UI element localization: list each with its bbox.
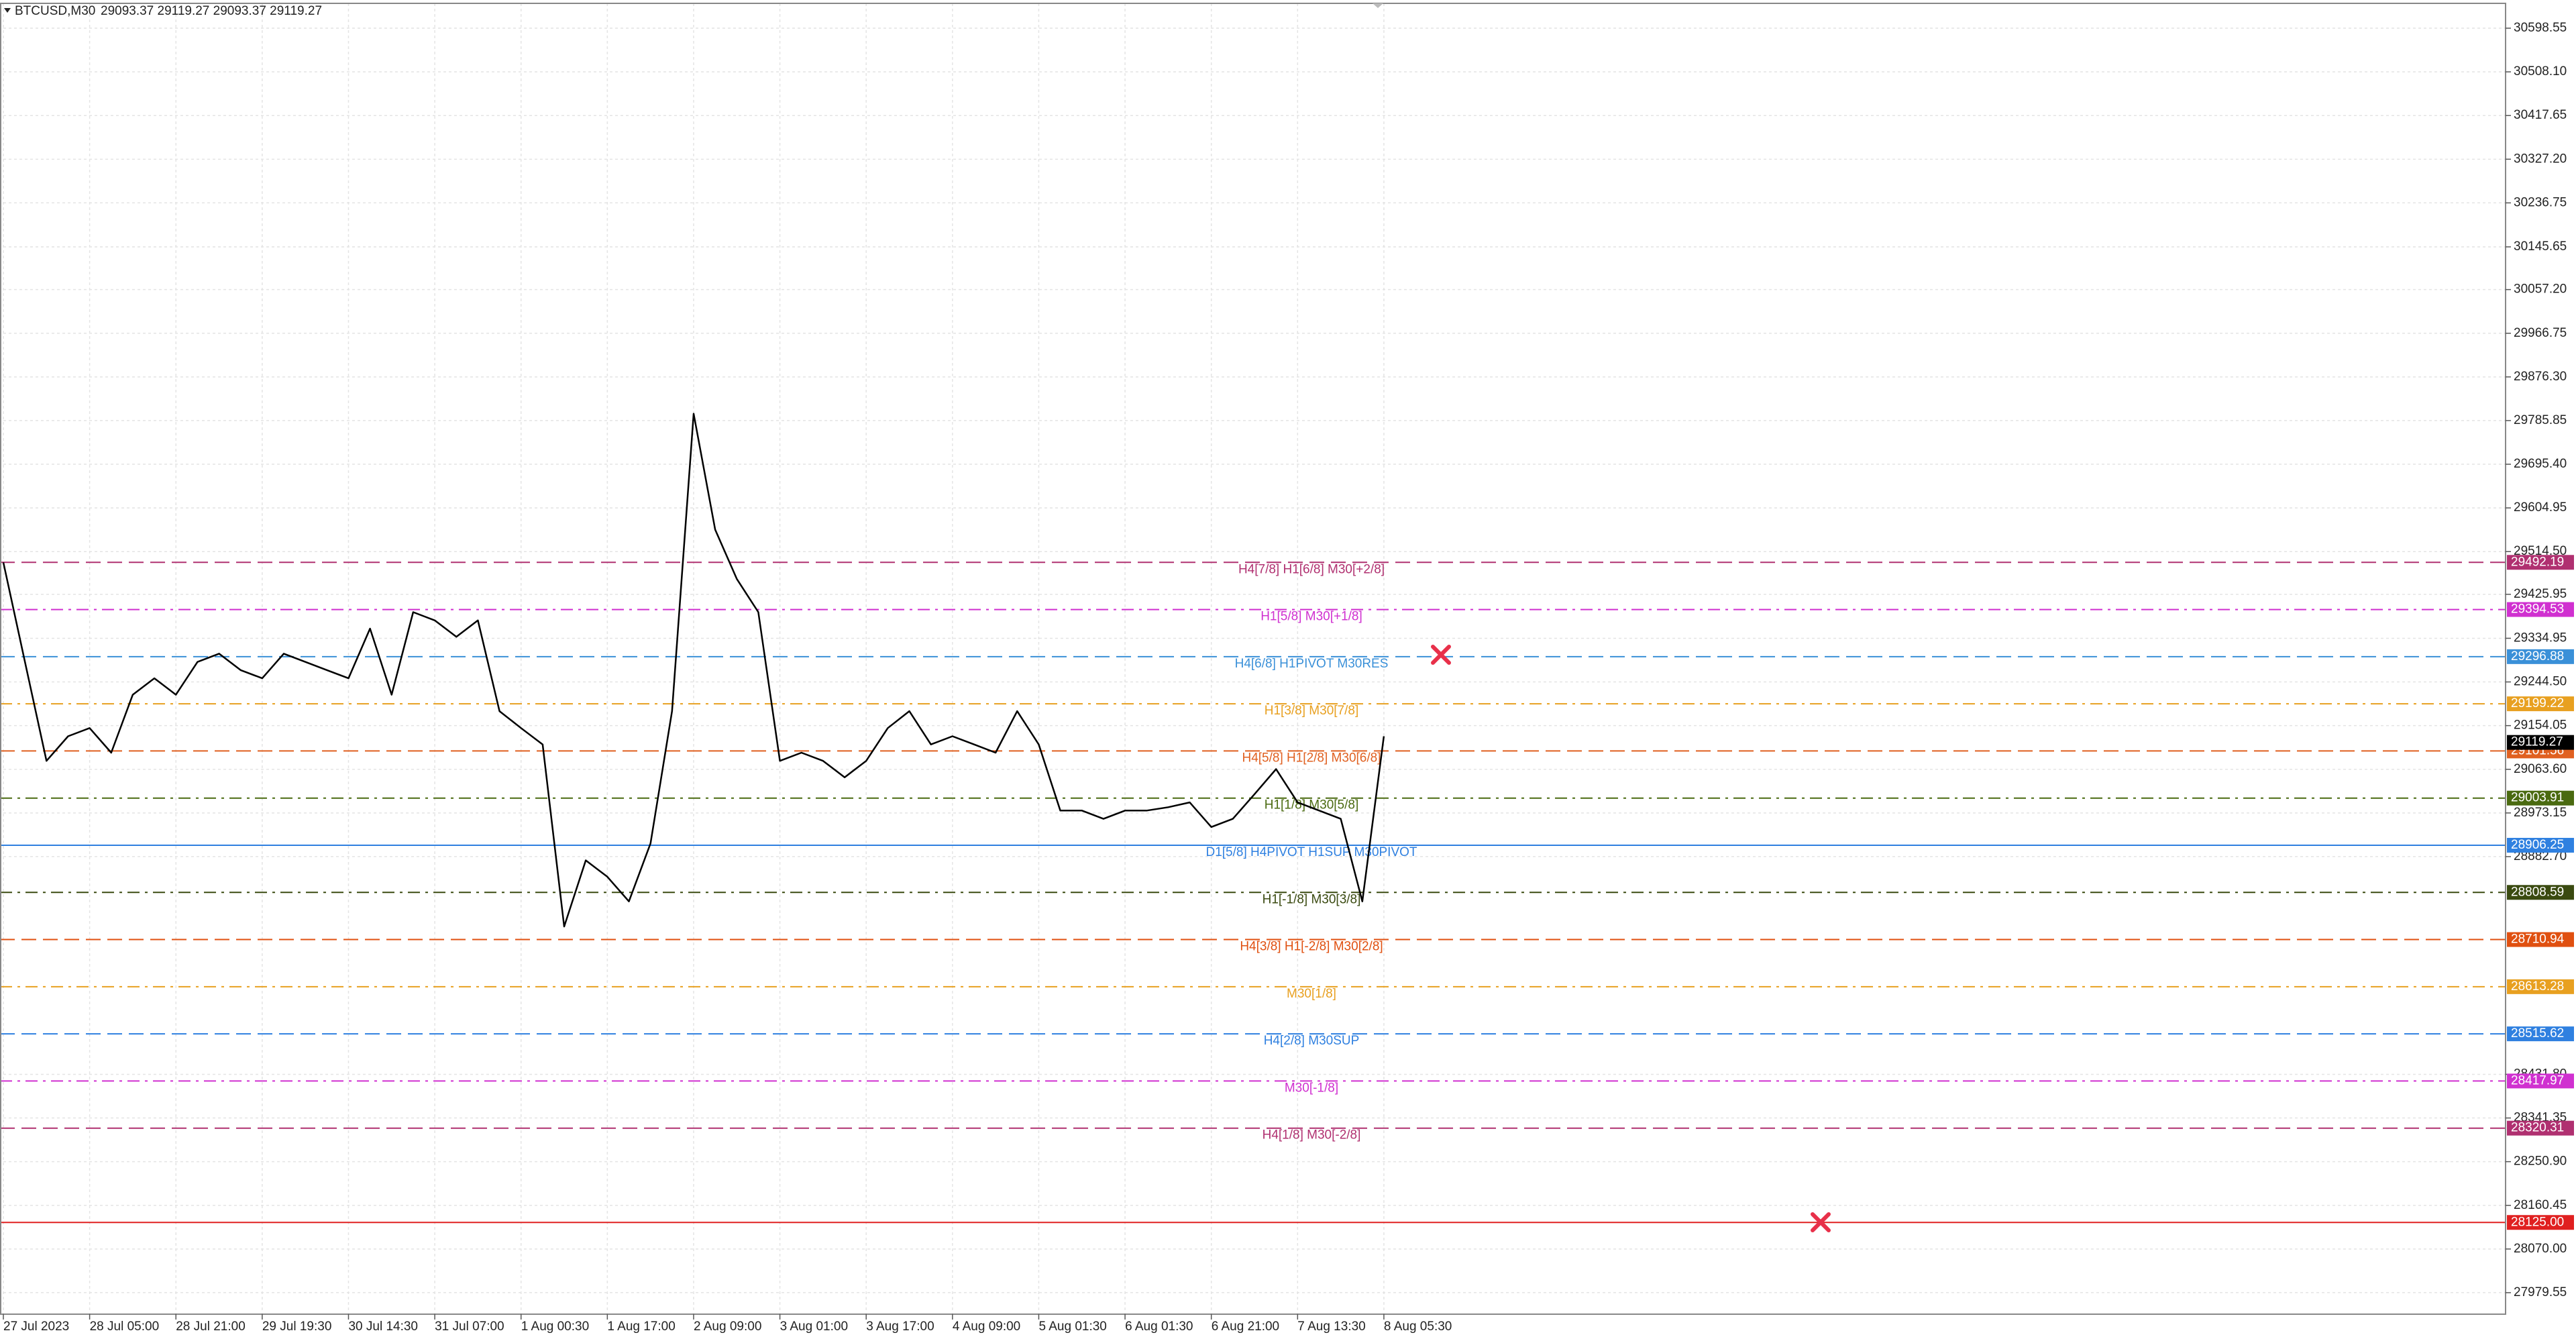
x-tick-label: 6 Aug 21:00 (1212, 1320, 1279, 1334)
x-tick-label: 4 Aug 09:00 (953, 1320, 1020, 1334)
y-tick-label: 29785.85 (2514, 413, 2567, 427)
y-tick-label: 28160.45 (2514, 1198, 2567, 1212)
x-tick-label: 8 Aug 05:30 (1384, 1320, 1452, 1334)
y-tick-label: 28882.70 (2514, 849, 2567, 863)
y-tick-label: 29876.30 (2514, 370, 2567, 384)
menu-arrow (4, 8, 11, 13)
x-tick-label: 3 Aug 01:00 (780, 1320, 848, 1334)
x-tick-label: 6 Aug 01:30 (1125, 1320, 1193, 1334)
level-label: D1[5/8] H4PIVOT H1SUP M30PIVOT (1205, 845, 1417, 859)
y-tick-label: 30508.10 (2514, 64, 2567, 78)
price-box (2507, 885, 2574, 900)
level-label: H1[5/8] M30[+1/8] (1260, 610, 1362, 624)
level-label: H4[6/8] H1PIVOT M30RES (1235, 657, 1389, 671)
price-box-label: 28808.59 (2511, 885, 2564, 899)
grid (3, 3, 2506, 1314)
price-box-label: 29296.88 (2511, 649, 2564, 663)
x-tick-label: 29 Jul 19:30 (262, 1320, 332, 1334)
x-tick-label: 31 Jul 07:00 (435, 1320, 504, 1334)
price-box (2507, 979, 2574, 994)
plot-frame (0, 3, 2506, 1315)
x-tick-label: 5 Aug 01:30 (1038, 1320, 1106, 1334)
x-tick-label: 7 Aug 13:30 (1297, 1320, 1365, 1334)
level-label: H4[2/8] M30SUP (1264, 1034, 1360, 1048)
x-tick-label: 3 Aug 17:00 (866, 1320, 934, 1334)
x-tick-label: 28 Jul 21:00 (176, 1320, 246, 1334)
price-box (2507, 555, 2574, 570)
y-tick-label: 29244.50 (2514, 675, 2567, 689)
y-tick-label: 30057.20 (2514, 282, 2567, 297)
close-marker (1431, 645, 1451, 665)
level-label: H1[1/8] M30[5/8] (1265, 798, 1358, 812)
y-tick-label: 28250.90 (2514, 1155, 2567, 1169)
level-label: H4[3/8] H1[-2/8] M30[2/8] (1240, 940, 1383, 954)
y-tick-label: 28973.15 (2514, 806, 2567, 820)
level-label: H1[3/8] M30[7/8] (1265, 704, 1358, 718)
last-price-label: 29119.27 (2511, 735, 2563, 749)
price-box-label: 28613.28 (2511, 979, 2564, 994)
price-box-label: 28125.00 (2511, 1215, 2564, 1229)
y-tick-label: 29966.75 (2514, 326, 2567, 340)
x-tick-label: 2 Aug 09:00 (694, 1320, 761, 1334)
chart-title: BTCUSD,M30 (15, 4, 95, 18)
price-box-label: 28320.31 (2511, 1121, 2564, 1135)
level-label: H4[5/8] H1[2/8] M30[6/8] (1242, 751, 1381, 765)
price-box-label: 29394.53 (2511, 602, 2564, 617)
plot (2, 413, 1385, 928)
y-tick-label: 30327.20 (2514, 152, 2567, 166)
price-box (2507, 696, 2574, 712)
x-tick-label: 30 Jul 14:30 (348, 1320, 418, 1334)
y-tick-label: 29334.95 (2514, 631, 2567, 645)
x-tick-label: 1 Aug 00:30 (521, 1320, 589, 1334)
ohlc-text: 29093.37 29119.27 29093.37 29119.27 (101, 4, 322, 18)
last-price-box (2507, 735, 2574, 750)
level-label: H4[7/8] H1[6/8] M30[+2/8] (1238, 562, 1385, 576)
close-marker (1811, 1212, 1831, 1232)
y-tick-label: 29514.50 (2514, 544, 2567, 558)
axes: 30598.55 30508.10 30417.65 30327.20 30236.75… (3, 21, 2574, 1334)
price-box (2507, 649, 2574, 664)
y-tick-label: 27979.55 (2514, 1285, 2567, 1299)
price-box (2507, 932, 2574, 947)
price-box (2507, 1215, 2574, 1230)
y-tick-label: 30145.65 (2514, 239, 2567, 254)
price-box (2507, 1073, 2574, 1089)
x-tick-label: 27 Jul 2023 (3, 1320, 69, 1334)
price-box (2507, 602, 2574, 617)
price-box (2507, 1026, 2574, 1042)
level-label: H1[-1/8] M30[3/8] (1263, 892, 1361, 906)
y-tick-label: 28070.00 (2514, 1242, 2567, 1256)
price-box-label: 28906.25 (2511, 838, 2564, 852)
price-box-label: 28515.62 (2511, 1026, 2564, 1040)
x-tick-label: 28 Jul 05:00 (90, 1320, 160, 1334)
price-box-label: 29003.91 (2511, 791, 2564, 805)
price-box-label: 29199.22 (2511, 696, 2564, 710)
price-box (2507, 837, 2574, 853)
level-label: M30[-1/8] (1285, 1081, 1338, 1095)
price-box-label: 28417.97 (2511, 1073, 2564, 1087)
shift-marker (1373, 3, 1383, 8)
y-tick-label: 30236.75 (2514, 195, 2567, 209)
price-box (2507, 790, 2574, 806)
price-line (2, 413, 1385, 928)
y-tick-label: 29154.05 (2514, 718, 2567, 733)
y-tick-label: 30598.55 (2514, 21, 2567, 35)
price-box-label: 28710.94 (2511, 932, 2565, 947)
level-label: H4[1/8] M30[-2/8] (1263, 1128, 1361, 1142)
x-tick-label: 1 Aug 17:00 (607, 1320, 675, 1334)
levels: H4[7/8] H1[6/8] M30[+2/8] H1[5/8] M30[+1/… (0, 561, 2506, 1224)
y-tick-label: 29425.95 (2514, 587, 2567, 601)
y-tick-label: 29695.40 (2514, 457, 2567, 471)
y-tick-label: 30417.65 (2514, 108, 2567, 122)
level-label: M30[1/8] (1287, 987, 1336, 1001)
y-tick-label: 29604.95 (2514, 500, 2567, 515)
price-box (2507, 1120, 2574, 1136)
y-tick-label: 29063.60 (2514, 762, 2567, 776)
price-box-label: 29492.19 (2511, 555, 2564, 569)
